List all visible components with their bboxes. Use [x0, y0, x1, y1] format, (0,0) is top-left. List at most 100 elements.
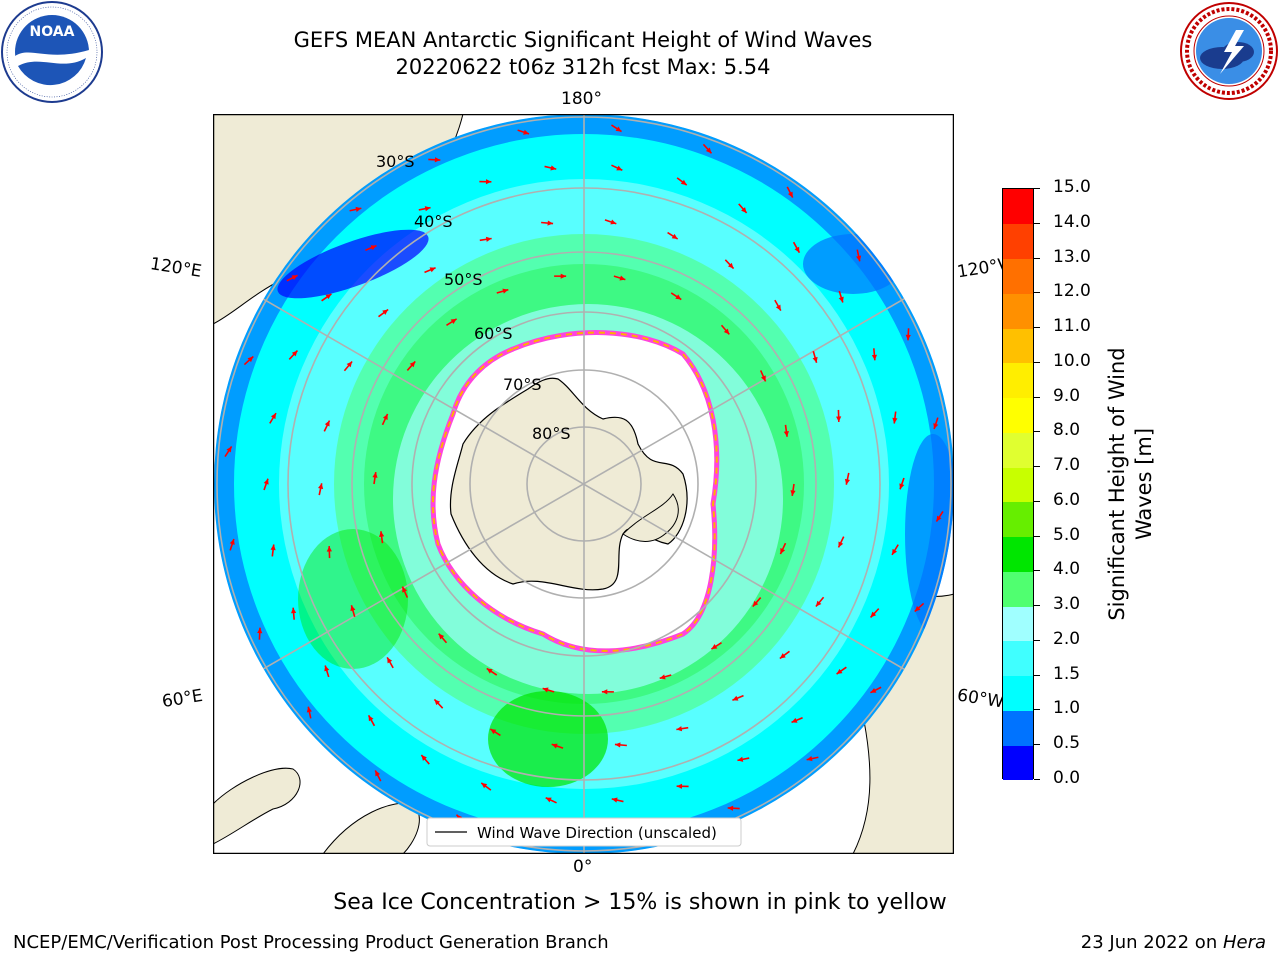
chart-title: GEFS MEAN Antarctic Significant Height o… [293, 28, 873, 52]
colorbar-segment [1003, 189, 1033, 225]
nws-logo [1180, 2, 1278, 100]
wind-arrow-head [705, 147, 712, 154]
colorbar-tick-label: 13.0 [1053, 246, 1091, 267]
colorbar-tick-label: 4.0 [1053, 559, 1081, 580]
wind-arrow-head [899, 483, 905, 490]
wind-arrow-head [409, 361, 416, 368]
wind-arrow-head [263, 478, 269, 485]
wind-arrow-head [486, 668, 493, 674]
wind-arrow-head [545, 797, 552, 803]
wind-arrow-head [615, 126, 622, 132]
wind-arrow-head [350, 605, 356, 612]
colorbar-tick [1034, 292, 1040, 294]
wind-arrow-head [424, 206, 431, 212]
wind-arrow-head [614, 742, 621, 748]
wind-arrow-head [727, 805, 734, 811]
wind-arrow-head [290, 607, 297, 614]
wind-arrow-head [790, 490, 796, 496]
colorbar-tick [1034, 709, 1040, 711]
noaa-logo-text: NOAA [30, 24, 75, 40]
colorbar-tick [1034, 257, 1040, 259]
lon-label-120e: 120°E [148, 254, 203, 282]
wind-arrow-head [752, 600, 759, 607]
lat-label-60s: 60°S [474, 324, 513, 343]
wind-arrow-head [382, 309, 389, 315]
wind-arrow-head [870, 611, 877, 618]
lat-label-30s: 30°S [376, 152, 415, 171]
wind-arrow-head [914, 605, 921, 612]
colorbar-tick-label: 9.0 [1053, 385, 1081, 406]
map-frame-border [213, 114, 954, 854]
colorbar-segment [1003, 640, 1033, 677]
colorbar-tick [1034, 674, 1040, 676]
wind-arrow-head [379, 531, 385, 537]
wind-arrow-head [806, 756, 813, 762]
colorbar-tick [1034, 500, 1040, 502]
colorbar-tick-label: 0.0 [1053, 768, 1081, 788]
wind-arrow-head [892, 417, 898, 424]
wind-arrow-head [550, 165, 557, 171]
wind-arrow-head [732, 695, 739, 701]
colorbar-tick-label: 2.0 [1053, 628, 1081, 649]
wind-arrow-head [836, 668, 843, 675]
wind-arrow-head [838, 296, 844, 303]
wind-arrow-head [547, 220, 554, 226]
colorbar-tick-label: 8.0 [1053, 420, 1081, 441]
lon-label-180: 180° [561, 89, 602, 109]
colorbar-tick-label: 14.0 [1053, 211, 1091, 232]
colorbar-tick [1034, 605, 1040, 607]
wind-arrow-head [370, 245, 377, 251]
wind-arrow-head [429, 267, 436, 273]
wind-arrow-head [892, 548, 898, 555]
wind-arrow-head [711, 644, 718, 650]
green-patch-west [298, 529, 408, 669]
wind-arrow-head [325, 293, 332, 300]
wind-arrow-head [523, 129, 530, 135]
colorbar-segment [1003, 536, 1033, 572]
colorbar-segment [1003, 675, 1033, 711]
wind-arrow-head [372, 472, 378, 478]
wind-arrow-head [844, 478, 850, 485]
wind-arrow-head [871, 354, 878, 361]
colorbar-tick-label: 7.0 [1053, 455, 1081, 476]
wind-arrow-head [791, 717, 798, 723]
wind-arrow-head [434, 157, 441, 163]
wind-arrow-head [402, 586, 408, 593]
wind-arrow-head [326, 546, 332, 552]
colorbar-segment [1003, 710, 1033, 746]
antarctica [449, 377, 688, 591]
colorbar-segment [1003, 745, 1033, 781]
colorbar-tick [1034, 639, 1040, 641]
footer-credit: NCEP/EMC/Verification Post Processing Pr… [13, 932, 609, 953]
wind-arrow-head [560, 273, 567, 279]
wind-arrow-head [780, 548, 786, 555]
wind-arrow-head [676, 726, 683, 732]
wind-arrow-head [368, 715, 374, 722]
wind-arrow-head [485, 179, 492, 185]
colorbar-segment [1003, 571, 1033, 607]
colorbar-tick-label: 12.0 [1053, 281, 1091, 302]
colorbar-tick-label: 3.0 [1053, 594, 1081, 615]
wind-arrow-head [856, 255, 862, 262]
sea-ice-caption: Sea Ice Concentration > 15% is shown in … [333, 890, 947, 915]
wind-arrow-head [551, 743, 558, 749]
wind-arrow-head [619, 275, 626, 281]
colorbar-label: Significant Height of Wind Waves [m] [1104, 347, 1158, 620]
wind-arrow-head [812, 356, 818, 363]
lon-label-60e: 60°E [160, 685, 205, 713]
wind-arrow-head [676, 783, 683, 789]
wind-arrow-head [291, 275, 298, 281]
wind-arrow-head [450, 318, 457, 324]
colorbar-tick-label: 6.0 [1053, 489, 1081, 510]
colorbar-tick [1034, 396, 1040, 398]
lat-label-40s: 40°S [414, 212, 453, 231]
colorbar-tick-label: 0.5 [1053, 733, 1081, 754]
colorbar-segment [1003, 606, 1033, 642]
colorbar-segment [1003, 432, 1033, 468]
colorbar-tick [1034, 188, 1040, 189]
colorbar-segment [1003, 328, 1033, 364]
wind-arrow-head [610, 219, 617, 225]
wind-arrow-head [324, 420, 330, 427]
wind-arrow-head [270, 544, 276, 551]
wind-arrow-head [616, 165, 623, 171]
